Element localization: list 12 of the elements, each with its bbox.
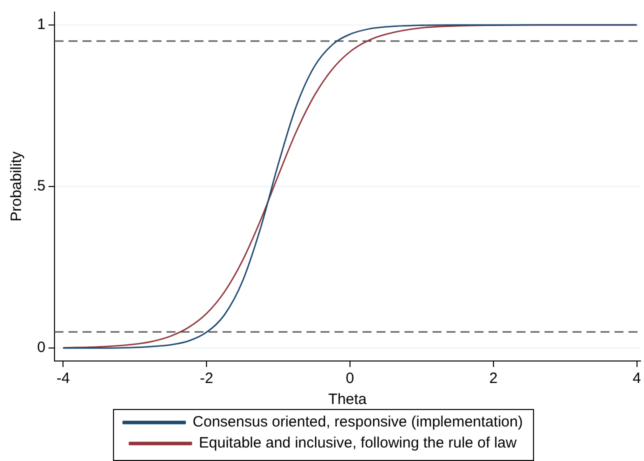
y-tick-label: .5 [32, 178, 46, 195]
y-axis-title: Probability [8, 150, 26, 222]
x-tick-label: 4 [632, 370, 641, 388]
y-tick-label: 0 [37, 339, 46, 356]
x-axis-title: Theta [328, 391, 368, 408]
x-tick-label: 2 [489, 370, 498, 388]
legend-label: Equitable and inclusive, following the rule of law [198, 434, 517, 452]
legend-label: Consensus oriented, responsive (implementation) [192, 414, 523, 431]
x-tick-label: 0 [346, 370, 354, 388]
y-tick-label: 1 [37, 16, 46, 34]
x-tick-label: -2 [200, 370, 214, 388]
x-tick-label: -4 [56, 370, 70, 388]
